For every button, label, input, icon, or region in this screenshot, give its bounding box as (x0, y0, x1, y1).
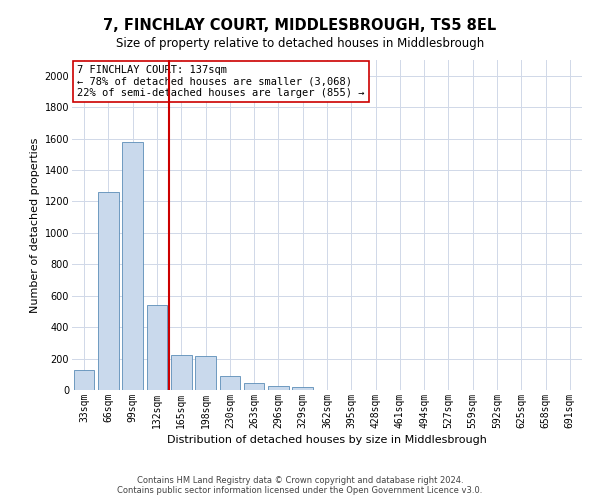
Bar (220, 376, 240, 390)
Bar (292, 387, 313, 390)
Text: 7 FINCHLAY COURT: 137sqm
← 78% of detached houses are smaller (3,068)
22% of sem: 7 FINCHLAY COURT: 137sqm ← 78% of detach… (77, 65, 365, 98)
Bar (244, 383, 265, 390)
Bar (74, 370, 94, 390)
Bar (268, 386, 289, 390)
X-axis label: Distribution of detached houses by size in Middlesbrough: Distribution of detached houses by size … (167, 435, 487, 445)
Text: Contains HM Land Registry data © Crown copyright and database right 2024.
Contai: Contains HM Land Registry data © Crown c… (118, 476, 482, 495)
Bar (122, 142, 143, 390)
Text: Size of property relative to detached houses in Middlesbrough: Size of property relative to detached ho… (116, 38, 484, 51)
Text: 7, FINCHLAY COURT, MIDDLESBROUGH, TS5 8EL: 7, FINCHLAY COURT, MIDDLESBROUGH, TS5 8E… (103, 18, 497, 32)
Y-axis label: Number of detached properties: Number of detached properties (31, 138, 40, 312)
Bar (171, 356, 191, 390)
Bar (146, 305, 167, 390)
Bar (195, 356, 216, 390)
Bar (98, 192, 119, 390)
